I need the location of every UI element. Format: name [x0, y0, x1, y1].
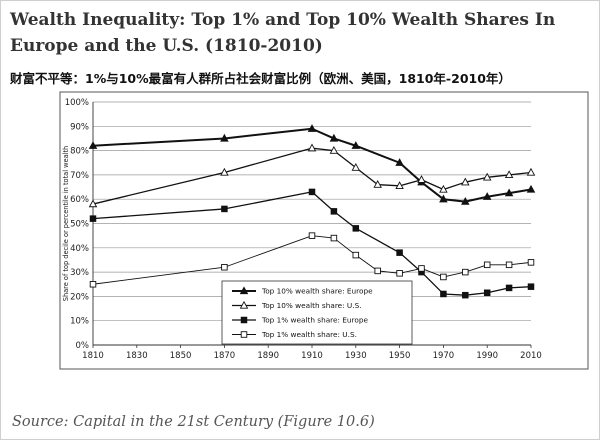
data-point	[308, 232, 316, 239]
data-point	[395, 181, 404, 189]
data-point	[440, 290, 447, 298]
series-3	[89, 188, 535, 299]
data-point	[220, 167, 229, 176]
x-tick-label: 2010	[520, 351, 542, 361]
series-2	[88, 143, 536, 208]
data-point	[527, 259, 535, 266]
y-tick-label: 50%	[70, 220, 89, 230]
series-line	[92, 191, 532, 296]
data-point	[483, 289, 491, 297]
x-tick-label: 1890	[257, 351, 279, 361]
series-1	[88, 124, 536, 205]
data-point	[330, 234, 338, 242]
data-point	[220, 133, 229, 142]
data-point	[439, 194, 448, 203]
y-tick-label: 70%	[70, 171, 89, 181]
data-point	[504, 170, 514, 179]
x-tick-label: 1930	[345, 351, 367, 361]
legend-marker	[240, 331, 248, 338]
data-point	[440, 273, 447, 281]
data-point	[505, 284, 513, 292]
x-tick-label: 1850	[170, 351, 192, 361]
data-point	[221, 263, 228, 271]
data-point	[89, 281, 97, 288]
y-tick-label: 90%	[70, 122, 89, 132]
source-caption: Source: Capital in the 21st Century (Fig…	[12, 414, 375, 430]
data-point	[526, 184, 536, 193]
data-point	[526, 167, 536, 176]
data-point	[352, 225, 360, 232]
data-point	[418, 265, 425, 272]
x-tick-label: 1970	[433, 351, 455, 361]
y-axis-title: Share of top decile or percentile in tot…	[62, 146, 70, 301]
data-point	[527, 283, 535, 290]
data-point	[374, 267, 381, 275]
data-point	[482, 172, 492, 181]
series-4	[89, 232, 535, 288]
y-tick-label: 40%	[70, 244, 89, 254]
data-point	[483, 261, 491, 269]
legend-marker	[239, 286, 249, 295]
data-point	[439, 184, 448, 193]
data-point	[461, 177, 470, 186]
data-point	[329, 133, 339, 142]
y-tick-label: 20%	[70, 292, 89, 302]
x-tick-label: 1910	[301, 351, 323, 361]
data-point	[462, 291, 469, 299]
data-point	[396, 270, 403, 277]
data-point	[373, 179, 382, 188]
legend-label: Top 1% wealth share: Europe	[261, 316, 368, 325]
chinese-subtitle: 财富不平等：1%与10%最富有人群所占社会财富比例（欧洲、美国，1810年-20…	[10, 71, 511, 86]
data-point	[504, 188, 514, 197]
y-tick-label: 30%	[70, 268, 89, 278]
data-point	[307, 143, 317, 152]
legend-label: Top 10% wealth share: Europe	[261, 287, 373, 296]
legend-marker	[240, 316, 248, 324]
data-point	[351, 162, 361, 171]
x-tick-label: 1950	[389, 351, 411, 361]
data-point	[329, 145, 339, 154]
data-point	[351, 141, 361, 149]
legend-marker	[239, 300, 249, 309]
data-point	[395, 158, 404, 166]
x-tick-label: 1830	[126, 351, 148, 361]
y-tick-label: 100%	[65, 98, 89, 108]
y-tick-label: 0%	[76, 341, 90, 351]
x-tick-label: 1810	[82, 351, 104, 361]
data-point	[417, 175, 426, 183]
data-point	[482, 192, 492, 200]
data-point	[396, 249, 403, 256]
data-point	[221, 205, 228, 213]
data-point	[462, 268, 469, 276]
y-tick-label: 10%	[70, 317, 89, 327]
data-point	[307, 124, 317, 132]
legend-label: Top 10% wealth share: U.S.	[261, 301, 362, 310]
data-point	[330, 208, 338, 215]
data-point	[89, 215, 97, 222]
y-tick-label: 60%	[70, 195, 89, 205]
data-point	[308, 188, 316, 196]
data-point	[88, 199, 98, 208]
data-point	[505, 261, 513, 269]
page-title: Wealth Inequality: Top 1% and Top 10% We…	[10, 10, 556, 56]
y-tick-label: 80%	[70, 147, 89, 157]
data-point	[352, 251, 360, 259]
legend: Top 10% wealth share: Europe Top 10% weal…	[221, 280, 413, 345]
data-point	[88, 141, 98, 149]
x-tick-label: 1870	[214, 351, 236, 361]
series-line	[92, 127, 532, 203]
legend-label: Top 1% wealth share: U.S.	[261, 330, 357, 339]
data-point	[461, 196, 470, 205]
x-tick-label: 1990	[476, 351, 498, 361]
